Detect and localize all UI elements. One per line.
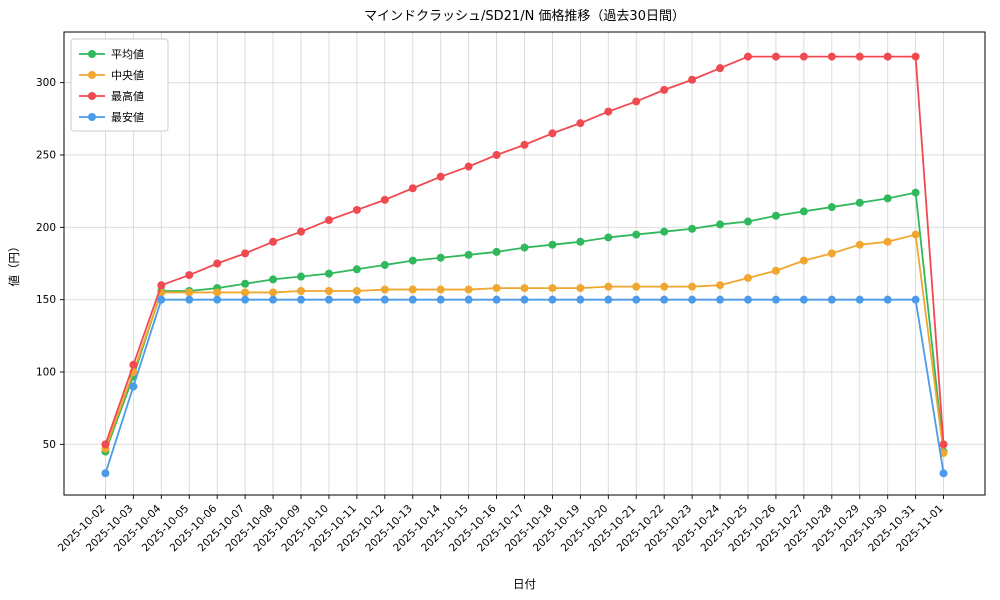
- svg-text:300: 300: [36, 77, 56, 89]
- series-markers: [101, 52, 948, 449]
- svg-text:50: 50: [43, 439, 56, 451]
- legend-entry-最安値: 最安値: [79, 110, 144, 124]
- chart-title: マインドクラッシュ/SD21/N 価格推移（過去30日間）: [364, 8, 685, 24]
- series-最高値: [101, 52, 948, 449]
- svg-text:平均値: 平均値: [111, 48, 144, 61]
- plot-border: [63, 31, 986, 496]
- series-markers: [101, 295, 948, 478]
- x-tick-labels: 2025-10-022025-10-032025-10-042025-10-05…: [56, 502, 946, 554]
- legend-entry-最高値: 最高値: [79, 89, 144, 103]
- svg-text:100: 100: [36, 367, 56, 379]
- legend-entry-中央値: 中央値: [79, 69, 144, 82]
- svg-text:200: 200: [36, 222, 56, 234]
- y-axis-label: 値（円）: [7, 241, 21, 287]
- svg-text:中央値: 中央値: [111, 69, 144, 82]
- svg-text:最安値: 最安値: [111, 110, 144, 124]
- legend-entry-平均値: 平均値: [79, 48, 144, 61]
- svg-text:最高値: 最高値: [111, 89, 144, 103]
- y-tick-labels: 50 100 150 200 250 300: [36, 77, 56, 451]
- svg-text:250: 250: [36, 149, 56, 161]
- axis-ticks: [60, 82, 945, 499]
- x-axis-label: 日付: [513, 577, 536, 591]
- series-最安値: [101, 295, 948, 478]
- svg-text:150: 150: [36, 294, 56, 306]
